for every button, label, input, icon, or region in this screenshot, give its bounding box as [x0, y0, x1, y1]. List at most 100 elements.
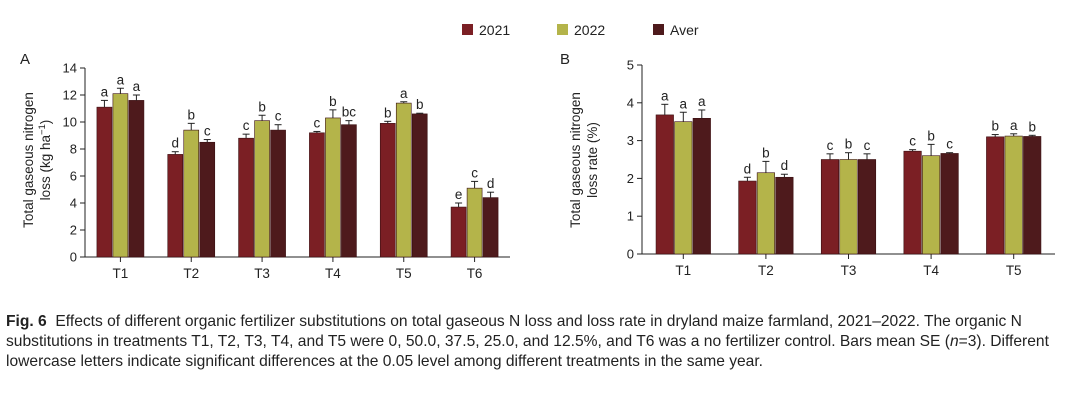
panel-a-significance-letter: b [258, 99, 266, 114]
panel-a-ylabel-sup: −1 [37, 124, 48, 135]
panel-b-significance-letter: b [1028, 119, 1036, 134]
legend: 2021 2022 Aver [462, 22, 699, 38]
panel-b-significance-letter: a [698, 94, 706, 109]
panel-a-significance-letter: b [329, 94, 337, 109]
panel-b-bar [692, 117, 711, 255]
panel-b-xtick-label: T3 [841, 263, 857, 278]
panel-a-significance-letter: a [117, 72, 125, 87]
panel-b-significance-letter: b [762, 145, 770, 160]
panel-a-bar [395, 102, 412, 258]
panel-b-bar [986, 136, 1005, 255]
figure-caption: Fig. 6 Effects of different organic fert… [6, 312, 1074, 372]
legend-label-aver: Aver [670, 22, 699, 38]
figure: 2021 2022 Aver A Total gaseous nitrogen … [20, 22, 1055, 281]
panel-b-bar [903, 150, 922, 255]
panel-a-ylabel-line2: loss (kg ha−1) [37, 120, 53, 201]
legend-swatch-aver [653, 24, 664, 35]
panel-b-significance-letter: b [927, 128, 935, 143]
panel-a-ylabel-prefix: loss (kg ha [38, 135, 53, 201]
panel-a-bar [411, 113, 428, 258]
caption-text-end: =3). Different lowercase letters indicat… [6, 333, 1049, 370]
panel-a-ytick-label: 14 [63, 61, 77, 76]
caption-text: Effects of different organic fertilizer … [6, 313, 1022, 350]
panel-b-label: B [560, 51, 570, 68]
panel-b-ytick-label: 5 [627, 58, 634, 73]
panel-b-significance-letter: c [864, 138, 871, 153]
panel-a-bar [199, 141, 216, 258]
panel-b-bar [1004, 135, 1023, 255]
panel-b-significance-letter: a [1010, 118, 1018, 133]
panel-b-bar [738, 180, 757, 255]
panel-a-bar [466, 187, 483, 258]
panel-b-xtick-label: T4 [923, 263, 939, 278]
panel-a-bar [341, 124, 357, 258]
panel-a-label: A [20, 51, 30, 68]
panel-b: B Total gaseous nitrogen loss rate (%) 0… [560, 51, 1055, 278]
panel-a-significance-letter: b [187, 107, 195, 122]
panel-a-bar [167, 154, 184, 258]
panel-a-bar [96, 106, 113, 258]
panel-a-significance-letter: c [243, 118, 250, 133]
panel-b-bar [674, 121, 693, 255]
panel-b-ylabel-line1: Total gaseous nitrogen [568, 92, 583, 228]
panel-a-xtick-label: T3 [254, 266, 270, 281]
panel-a-bar [254, 120, 270, 258]
panel-a-xtick-label: T2 [183, 266, 199, 281]
caption-italic-n: n [949, 333, 959, 350]
panel-a-significance-letter: c [314, 115, 321, 130]
panel-a-significance-letter: a [101, 84, 109, 99]
legend-label-2022: 2022 [574, 22, 605, 38]
panel-b-bar [820, 159, 840, 255]
panel-a-ytick-label: 8 [70, 142, 77, 157]
panel-b-significance-letter: b [845, 137, 853, 152]
panel-a-ytick-label: 6 [70, 169, 77, 184]
panel-a-significance-letter: a [133, 79, 141, 94]
panel-a-bar [309, 132, 325, 258]
panel-b-significance-letter: d [744, 161, 752, 176]
panel-a-ylabel-line1: Total gaseous nitrogen [21, 92, 36, 228]
panel-b-ytick-label: 0 [627, 247, 634, 262]
panel-a-ytick-label: 4 [70, 196, 77, 211]
panel-a-significance-letter: c [275, 109, 282, 124]
panel-a-significance-letter: e [455, 187, 463, 202]
panel-b-ytick-label: 4 [627, 95, 634, 110]
panel-b-xtick-label: T5 [1006, 263, 1022, 278]
panel-a-bar [482, 197, 499, 258]
panel-b-bar [839, 159, 858, 255]
panel-a-ytick-label: 0 [70, 250, 77, 265]
legend-swatch-2022 [557, 24, 568, 35]
panel-a-bar [238, 137, 254, 258]
panel-a-xtick-label: T6 [467, 266, 483, 281]
panel-b-significance-letter: c [909, 134, 916, 149]
panel-b-bar [655, 114, 674, 255]
panel-a-significance-letter: b [416, 97, 424, 112]
panel-a-bar [183, 129, 200, 258]
panel-a-bar [128, 100, 145, 258]
panel-a-xtick-label: T4 [325, 266, 341, 281]
panel-a-significance-letter: c [471, 165, 478, 180]
panel-a-significance-letter: d [171, 136, 179, 151]
caption-label: Fig. 6 [6, 313, 47, 330]
panel-b-significance-letter: a [680, 96, 688, 111]
panel-a-significance-letter: c [204, 124, 211, 139]
panel-a-bar [379, 123, 396, 258]
panel-b-bar [775, 176, 794, 255]
legend-swatch-2021 [462, 24, 473, 35]
panel-a-ytick-label: 2 [70, 223, 77, 238]
panel-a-xtick-label: T5 [396, 266, 412, 281]
panel-b-bar [922, 155, 941, 255]
panel-b-significance-letter: c [827, 138, 834, 153]
panel-a-significance-letter: d [487, 176, 495, 191]
panel-b-xtick-label: T2 [758, 263, 774, 278]
panel-b-significance-letter: a [661, 88, 669, 103]
panel-a-ytick-label: 10 [63, 115, 77, 130]
panel-a-bar [112, 93, 129, 258]
panel-a-bar [450, 206, 467, 258]
panel-b-ytick-label: 3 [627, 133, 634, 148]
panel-a-xtick-label: T1 [113, 266, 129, 281]
panel-a-ytick-label: 12 [63, 88, 77, 103]
panel-b-ytick-label: 2 [627, 171, 634, 186]
panel-b-ytick-label: 1 [627, 209, 634, 224]
panel-a-ylabel-suffix: ) [38, 120, 53, 125]
panel-b-significance-letter: b [991, 119, 999, 134]
